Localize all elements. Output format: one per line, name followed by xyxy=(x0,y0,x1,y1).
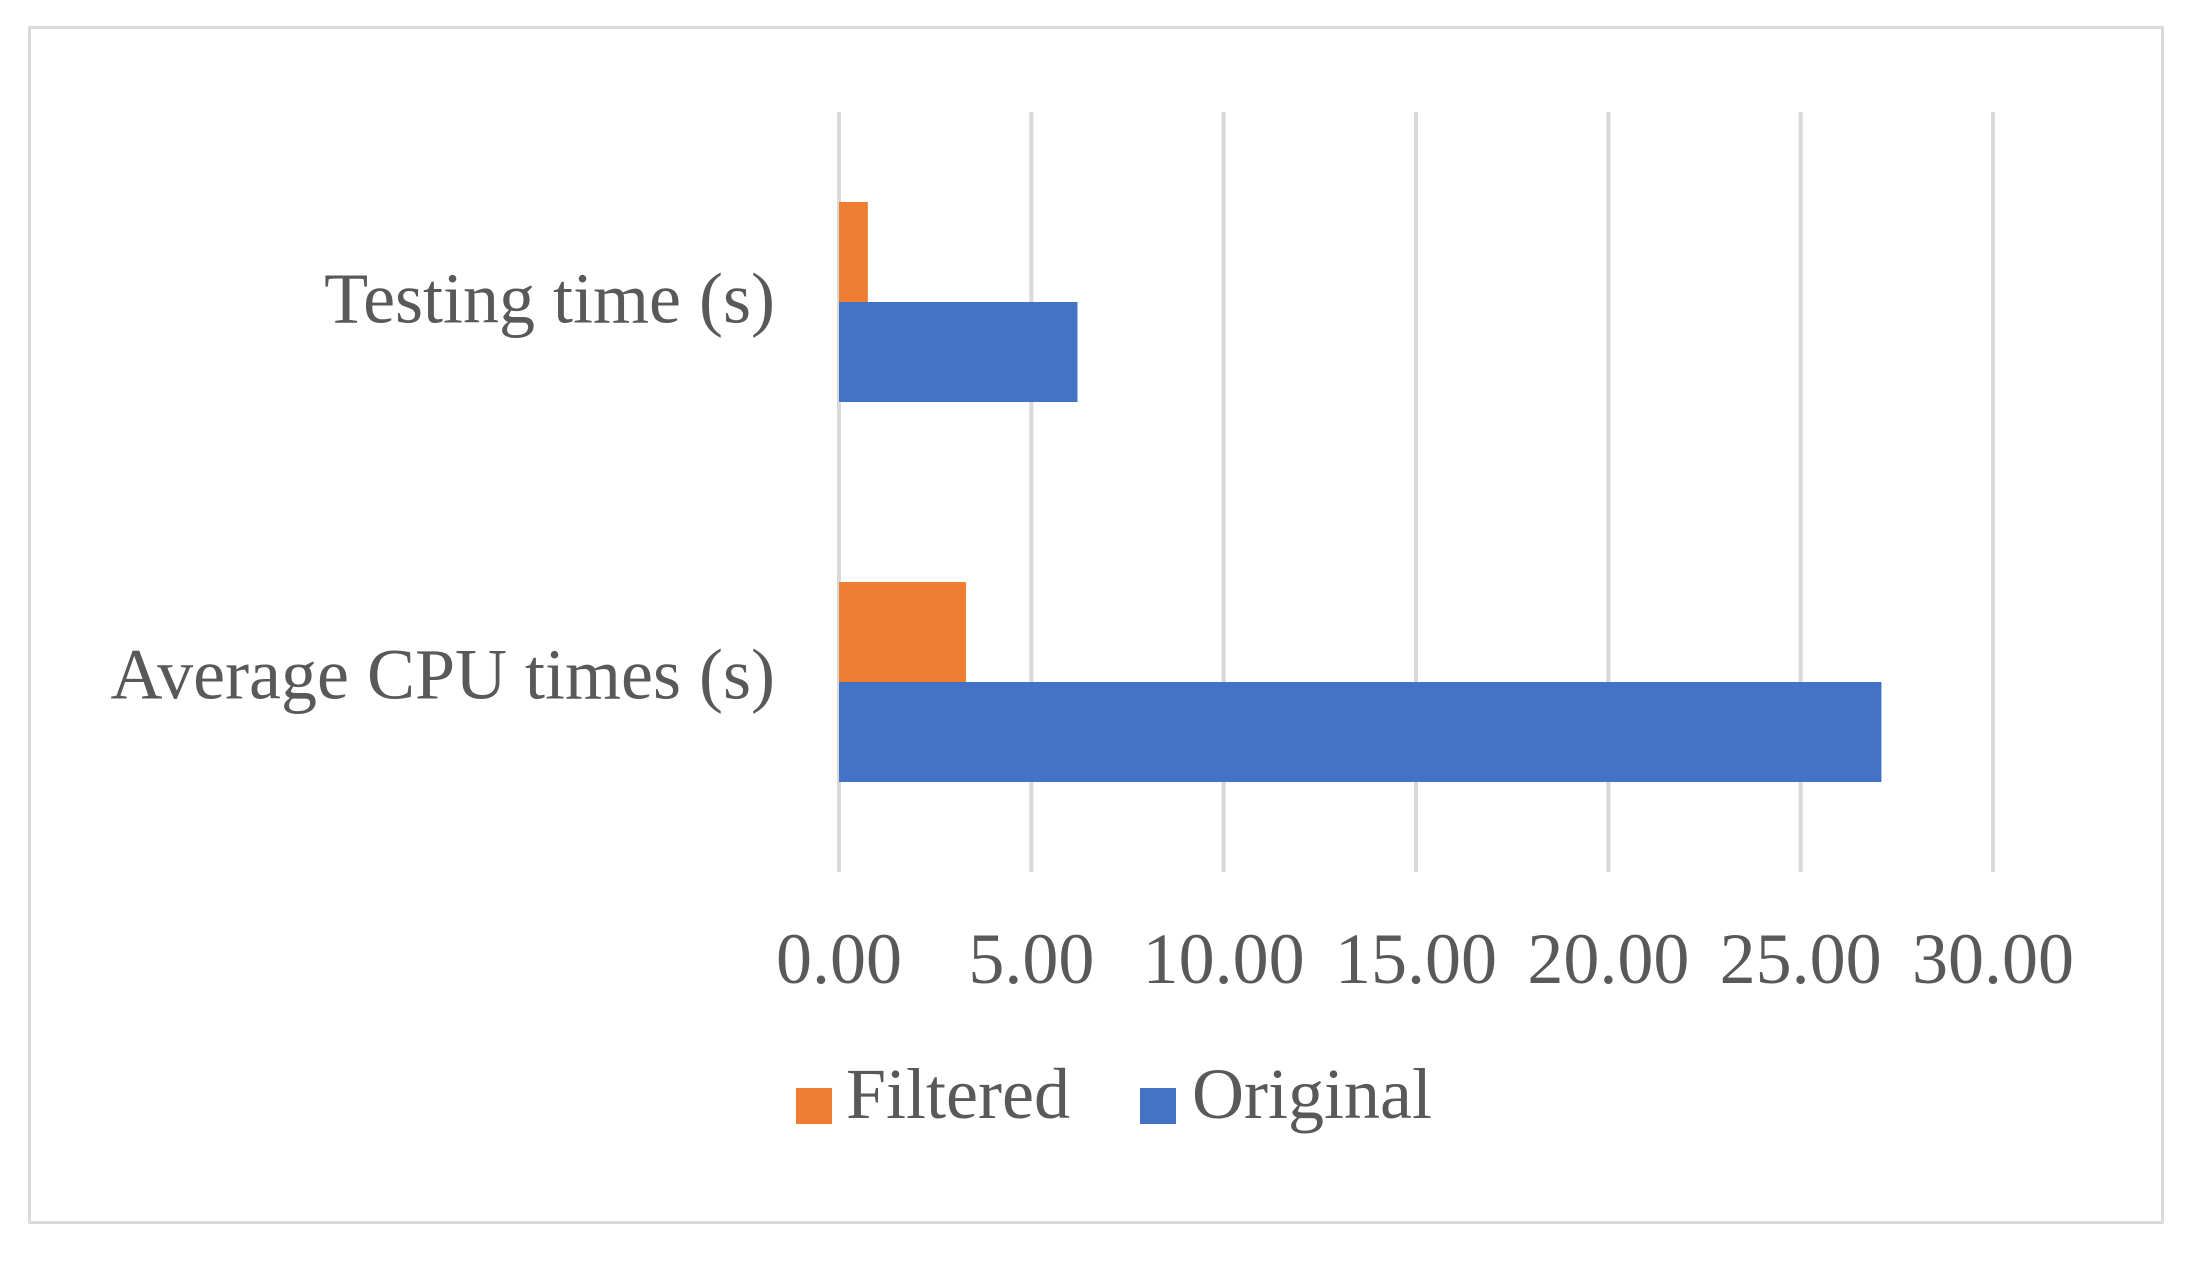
legend-swatch-filtered xyxy=(796,1088,832,1124)
bar-original-average-cpu-times xyxy=(839,682,1882,782)
x-axis-tick-labels: 0.00 5.00 10.00 15.00 20.00 25.00 30.00 xyxy=(776,919,2074,999)
x-tick-label: 5.00 xyxy=(968,919,1094,999)
category-label-average-cpu-times: Average CPU times (s) xyxy=(110,635,775,715)
x-tick-label: 30.00 xyxy=(1912,919,2074,999)
legend-label-original: Original xyxy=(1192,1054,1432,1134)
bars xyxy=(839,202,1882,782)
bar-original-testing-time xyxy=(839,302,1078,402)
chart-frame xyxy=(28,26,2164,1224)
x-tick-label: 15.00 xyxy=(1335,919,1497,999)
legend: Filtered Original xyxy=(796,1054,1432,1134)
x-tick-label: 20.00 xyxy=(1527,919,1689,999)
category-labels: Testing time (s) Average CPU times (s) xyxy=(110,259,775,715)
legend-swatch-original xyxy=(1140,1088,1176,1124)
bar-filtered-testing-time xyxy=(839,202,868,302)
x-tick-label: 10.00 xyxy=(1143,919,1305,999)
category-label-testing-time: Testing time (s) xyxy=(324,259,775,339)
bar-filtered-average-cpu-times xyxy=(839,582,966,682)
x-tick-label: 25.00 xyxy=(1720,919,1882,999)
x-tick-label: 0.00 xyxy=(776,919,902,999)
legend-label-filtered: Filtered xyxy=(846,1054,1070,1134)
